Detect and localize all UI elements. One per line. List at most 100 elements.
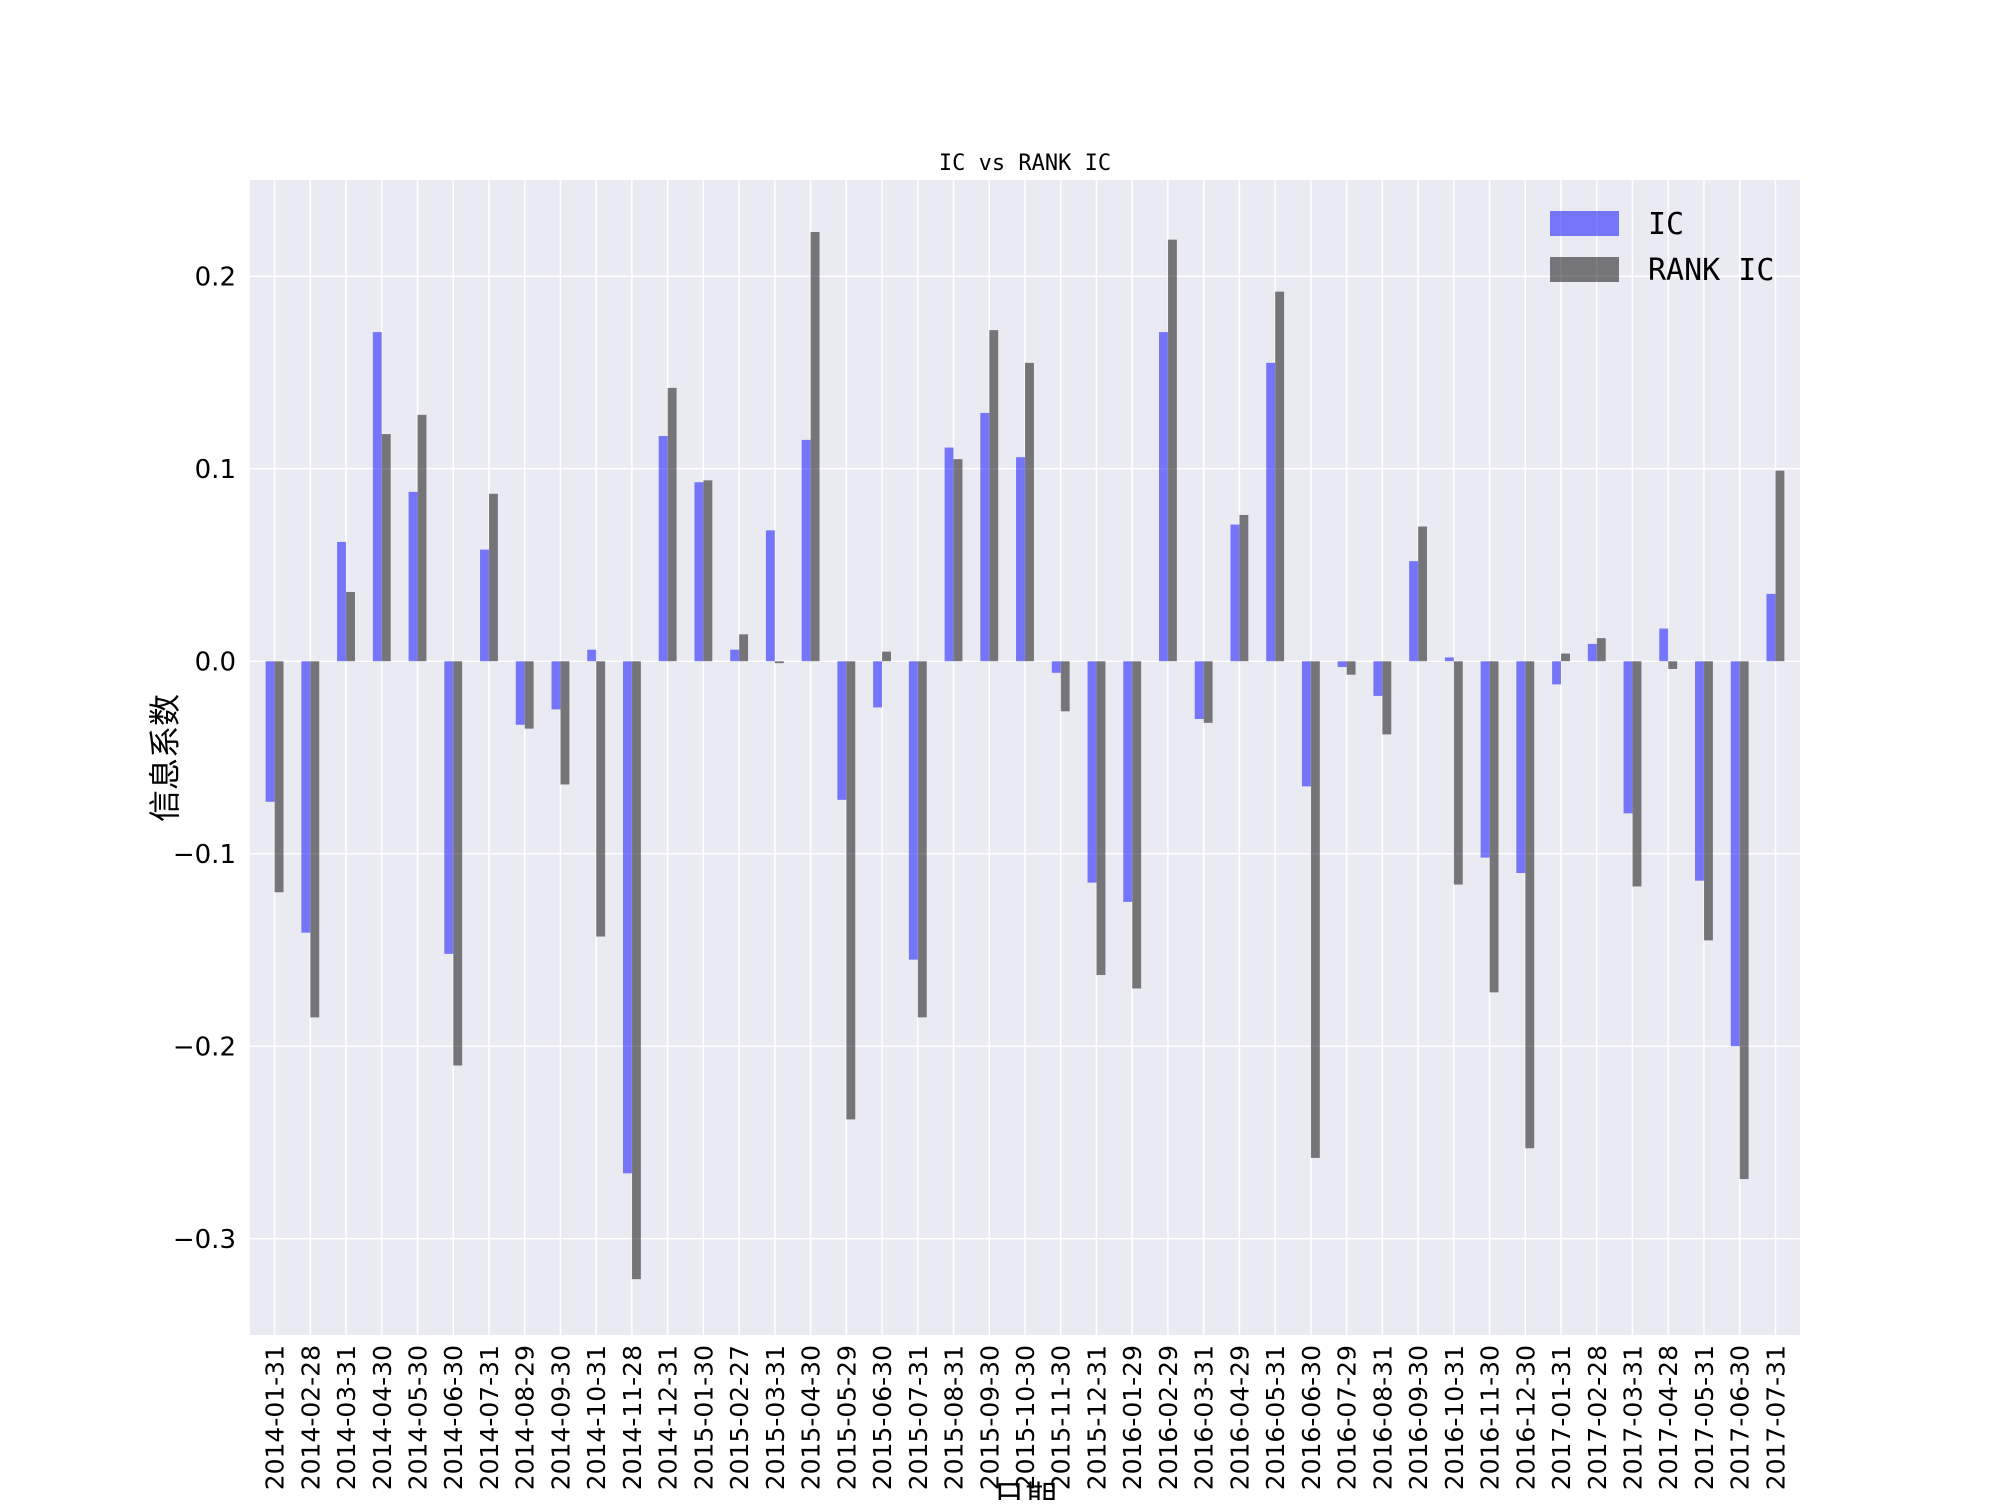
bar-ic bbox=[1409, 561, 1419, 662]
bar-ic bbox=[1552, 661, 1562, 685]
x-tick-label: 2015-10-30 bbox=[1011, 1345, 1040, 1490]
bar-rank-ic bbox=[560, 661, 570, 785]
bar-rank-ic bbox=[1418, 526, 1428, 662]
bar-ic bbox=[337, 541, 347, 662]
y-tick-label: −0.1 bbox=[173, 840, 236, 870]
bar-rank-ic bbox=[346, 591, 355, 662]
bar-ic bbox=[1123, 661, 1133, 902]
x-axis: 2014-01-31 2014-02-28 2014-03-31 2014-04-30… bbox=[261, 1345, 1791, 1490]
x-tick-label: 2015-03-31 bbox=[761, 1345, 790, 1490]
bars-layer bbox=[265, 231, 1785, 1280]
y-tick-label: −0.2 bbox=[173, 1032, 236, 1062]
bar-rank-ic bbox=[1739, 661, 1749, 1180]
bar-rank-ic bbox=[1453, 661, 1463, 885]
bar-ic bbox=[1730, 661, 1740, 1047]
bar-rank-ic bbox=[381, 434, 391, 662]
x-tick-label: 2014-12-31 bbox=[654, 1345, 683, 1490]
bar-rank-ic bbox=[810, 231, 820, 662]
bar-rank-ic bbox=[1275, 291, 1285, 662]
bar-ic bbox=[1444, 657, 1454, 662]
bar-rank-ic bbox=[417, 414, 427, 662]
x-tick-label: 2016-01-29 bbox=[1118, 1345, 1147, 1490]
bar-ic bbox=[1587, 643, 1597, 662]
bar-rank-ic bbox=[524, 661, 534, 729]
bar-ic bbox=[1373, 661, 1383, 696]
bar-rank-ic bbox=[1203, 661, 1213, 723]
bar-rank-ic bbox=[917, 661, 927, 1018]
y-axis-label: 信息系数 bbox=[146, 694, 184, 822]
x-tick-label: 2016-04-29 bbox=[1225, 1345, 1254, 1490]
bar-ic bbox=[1695, 661, 1704, 881]
x-tick-label: 2017-03-31 bbox=[1618, 1345, 1647, 1490]
bar-rank-ic bbox=[1310, 661, 1320, 1158]
bar-ic bbox=[658, 436, 668, 662]
bar-rank-ic bbox=[1561, 653, 1570, 662]
bar-rank-ic bbox=[1596, 638, 1606, 662]
x-tick-label: 2015-12-31 bbox=[1082, 1345, 1111, 1490]
x-tick-label: 2017-06-30 bbox=[1726, 1345, 1755, 1490]
x-tick-label: 2014-11-28 bbox=[618, 1345, 647, 1490]
x-tick-label: 2017-07-31 bbox=[1761, 1345, 1790, 1490]
bar-ic bbox=[1659, 628, 1669, 662]
x-tick-label: 2017-04-28 bbox=[1654, 1345, 1683, 1490]
bar-ic bbox=[408, 491, 418, 662]
bar-ic bbox=[265, 661, 275, 802]
bar-rank-ic bbox=[1775, 470, 1785, 662]
bar-rank-ic bbox=[1632, 661, 1642, 887]
bar-ic bbox=[765, 530, 775, 662]
bar-rank-ic bbox=[989, 330, 999, 662]
bar-ic bbox=[551, 661, 561, 710]
bar-ic bbox=[1194, 661, 1204, 719]
bar-rank-ic bbox=[1703, 661, 1713, 941]
bar-rank-ic bbox=[274, 661, 284, 893]
y-tick-label: 0.0 bbox=[195, 647, 236, 677]
x-tick-label: 2015-05-29 bbox=[832, 1345, 861, 1490]
bar-rank-ic bbox=[1525, 661, 1535, 1149]
x-tick-label: 2015-01-30 bbox=[689, 1345, 718, 1490]
bar-rank-ic bbox=[774, 661, 784, 664]
x-tick-label: 2017-02-28 bbox=[1583, 1345, 1612, 1490]
bar-ic bbox=[1087, 661, 1097, 883]
legend: IC RANK IC bbox=[1550, 207, 1774, 288]
bar-ic bbox=[1337, 661, 1347, 668]
bar-rank-ic bbox=[1025, 362, 1034, 662]
bar-ic bbox=[587, 649, 597, 662]
x-tick-label: 2016-08-31 bbox=[1368, 1345, 1397, 1490]
x-tick-label: 2014-09-30 bbox=[546, 1345, 575, 1490]
bar-ic bbox=[1623, 661, 1633, 814]
y-tick-label: 0.1 bbox=[195, 455, 236, 485]
x-tick-label: 2015-08-31 bbox=[940, 1345, 969, 1490]
bar-ic bbox=[837, 661, 847, 800]
x-tick-label: 2014-03-31 bbox=[332, 1345, 361, 1490]
bar-ic bbox=[1766, 593, 1776, 662]
bar-rank-ic bbox=[453, 661, 463, 1066]
x-tick-label: 2015-02-27 bbox=[725, 1345, 754, 1490]
bar-ic bbox=[622, 661, 632, 1174]
bar-ic bbox=[908, 661, 918, 960]
bar-rank-ic bbox=[846, 661, 856, 1120]
bar-ic bbox=[980, 412, 990, 662]
bar-ic bbox=[1301, 661, 1311, 787]
bar-rank-ic bbox=[1239, 514, 1249, 662]
legend-swatch-ic bbox=[1550, 211, 1619, 236]
bar-rank-ic bbox=[1346, 661, 1356, 675]
x-tick-label: 2017-05-31 bbox=[1690, 1345, 1719, 1490]
x-tick-label: 2014-05-30 bbox=[404, 1345, 433, 1490]
y-tick-label: −0.3 bbox=[173, 1225, 236, 1255]
bar-ic bbox=[873, 661, 883, 708]
x-tick-label: 2014-07-31 bbox=[475, 1345, 504, 1490]
bar-ic bbox=[444, 661, 454, 954]
chart-title: IC vs RANK IC bbox=[939, 151, 1111, 176]
y-axis: 0.2 0.1 0.0 −0.1 −0.2 −0.3 bbox=[173, 262, 236, 1255]
legend-swatch-rank-ic bbox=[1550, 257, 1619, 282]
x-tick-label: 2015-06-30 bbox=[868, 1345, 897, 1490]
bar-rank-ic bbox=[631, 661, 641, 1280]
x-tick-label: 2016-10-31 bbox=[1440, 1345, 1469, 1490]
x-axis-label: 日期 bbox=[993, 1478, 1057, 1500]
bar-ic bbox=[1266, 362, 1276, 662]
bar-ic bbox=[1516, 661, 1526, 873]
bar-rank-ic bbox=[1060, 661, 1070, 712]
x-tick-label: 2016-12-30 bbox=[1511, 1345, 1540, 1490]
